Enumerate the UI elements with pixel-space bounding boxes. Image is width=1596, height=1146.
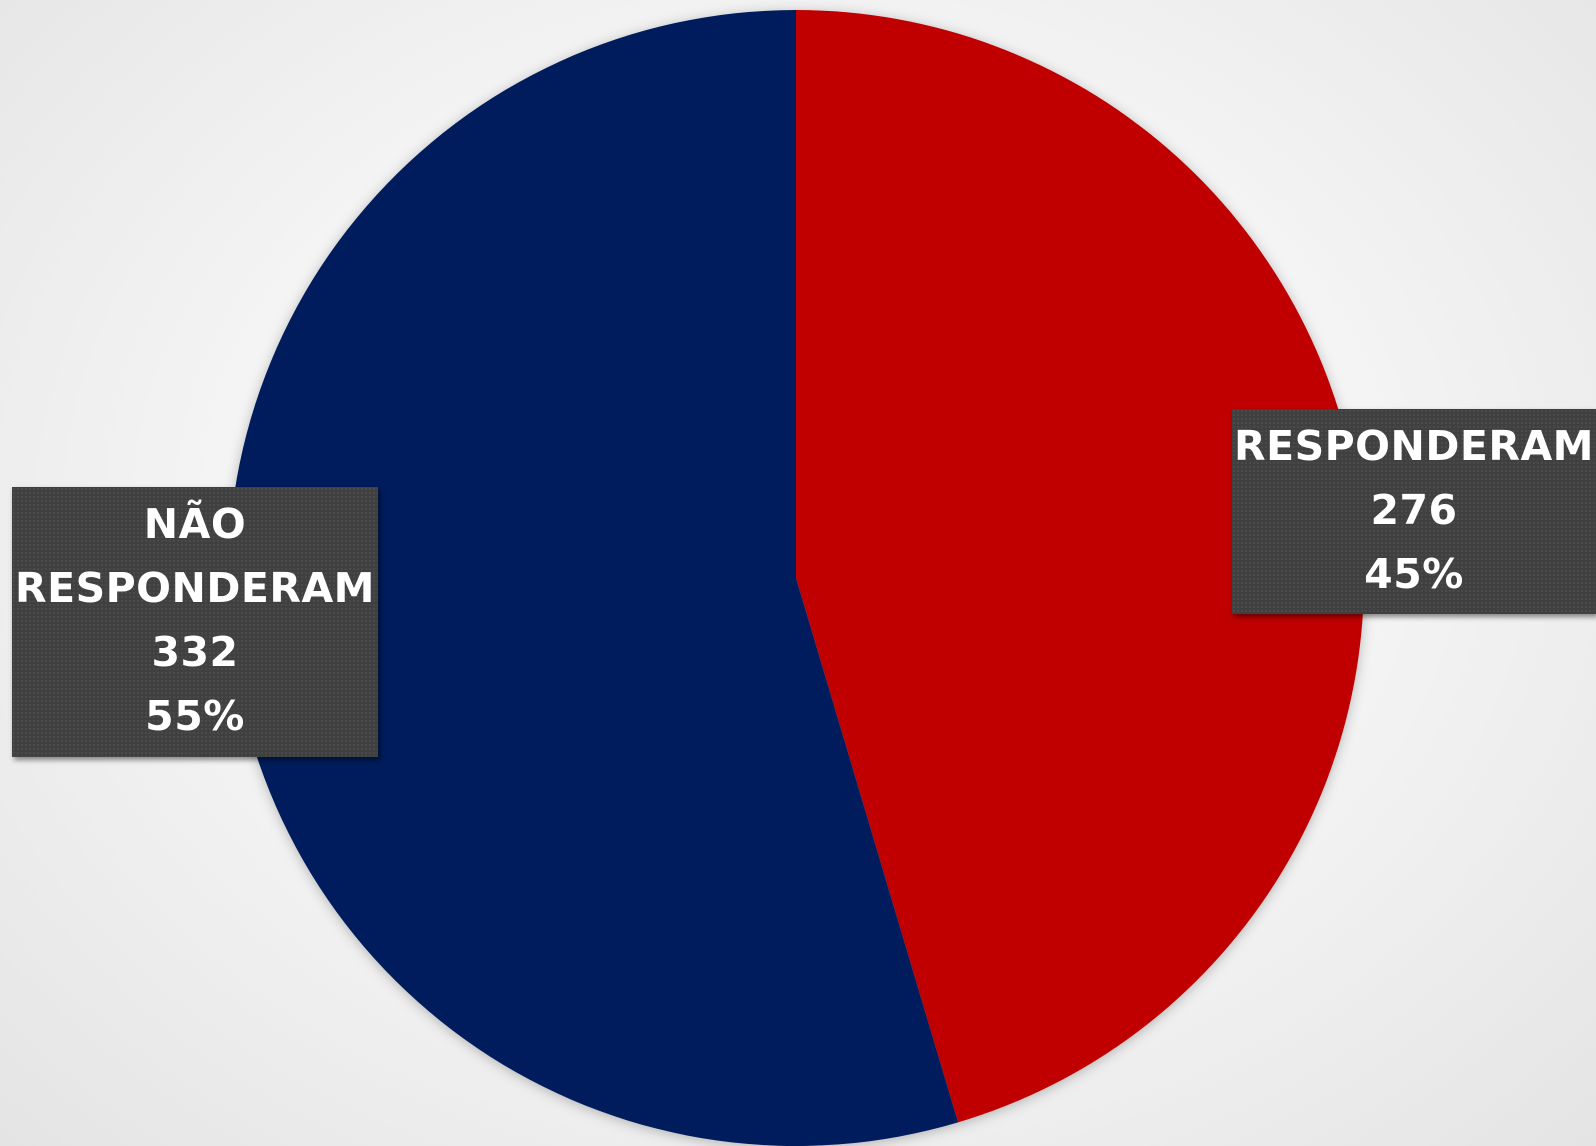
data-label-responderam-line1: RESPONDERAM xyxy=(1234,422,1594,470)
data-label-nao-responderam-value: 332 xyxy=(151,628,239,676)
pie-slice-responderam xyxy=(796,10,1365,1123)
pie-slice-n-o-responderam xyxy=(228,10,959,1146)
data-label-nao-responderam-line1: NÃO xyxy=(143,500,247,548)
data-label-nao-responderam: NÃO RESPONDERAM 332 55% xyxy=(12,487,378,757)
data-label-nao-responderam-line2: RESPONDERAM xyxy=(15,564,375,612)
data-label-responderam-percent: 45% xyxy=(1364,550,1464,598)
data-label-responderam: RESPONDERAM 276 45% xyxy=(1232,409,1596,614)
data-label-nao-responderam-percent: 55% xyxy=(145,692,245,740)
data-label-responderam-value: 276 xyxy=(1370,486,1458,534)
